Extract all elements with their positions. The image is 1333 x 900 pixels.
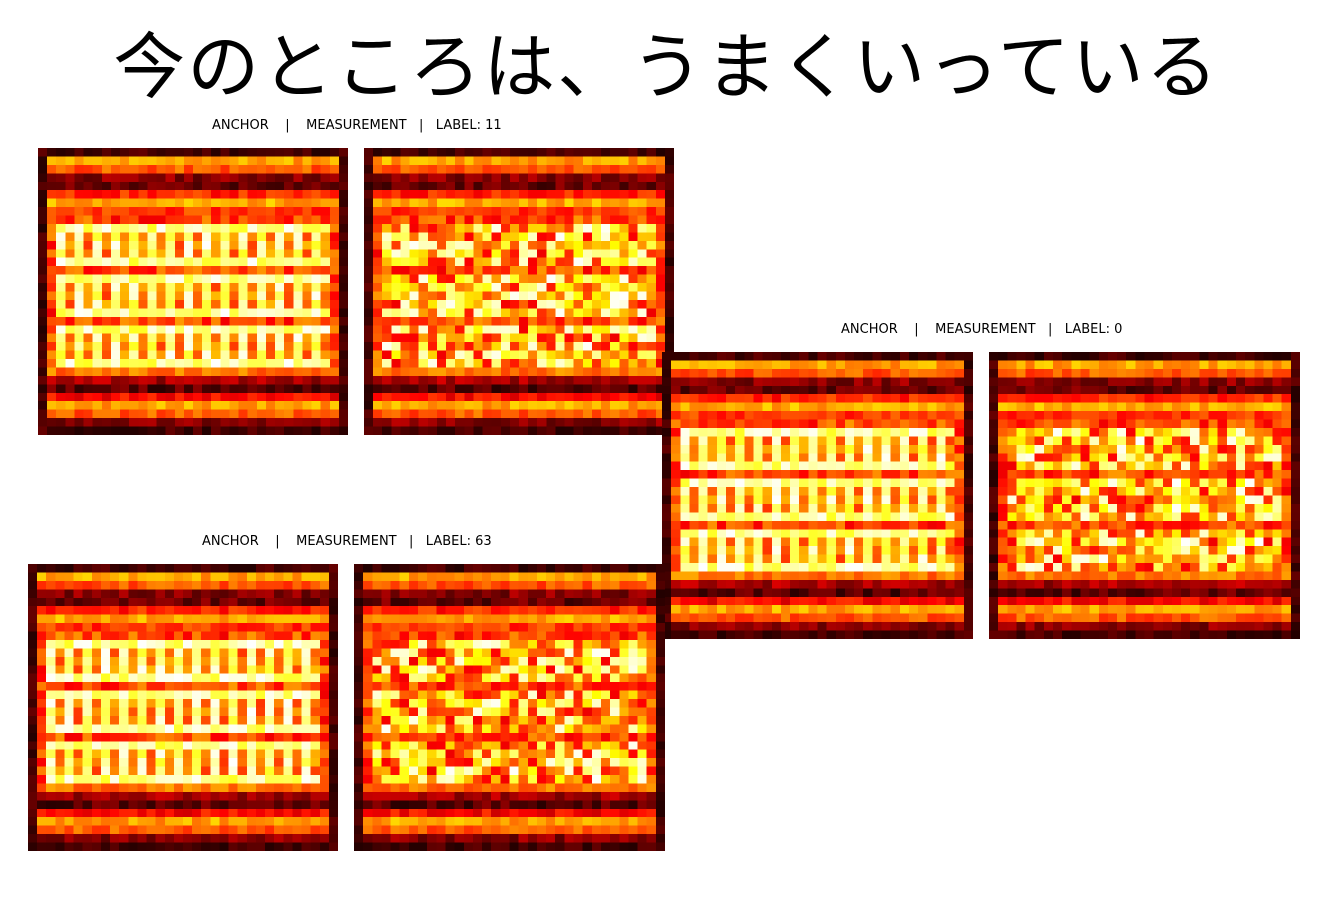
measurement-heatmap [989, 352, 1300, 639]
anchor-heatmap [28, 564, 338, 851]
measurement-heatmap [364, 148, 674, 435]
measurement-heatmap [354, 564, 665, 851]
anchor-heatmap [662, 352, 973, 639]
pair-caption: ANCHOR | MEASUREMENT | LABEL: 11 [212, 118, 502, 133]
anchor-heatmap [38, 148, 348, 435]
page-title: 今のところは、うまくいっている [113, 25, 1220, 109]
pair-caption: ANCHOR | MEASUREMENT | LABEL: 0 [841, 322, 1123, 337]
pair-caption: ANCHOR | MEASUREMENT | LABEL: 63 [202, 534, 492, 549]
